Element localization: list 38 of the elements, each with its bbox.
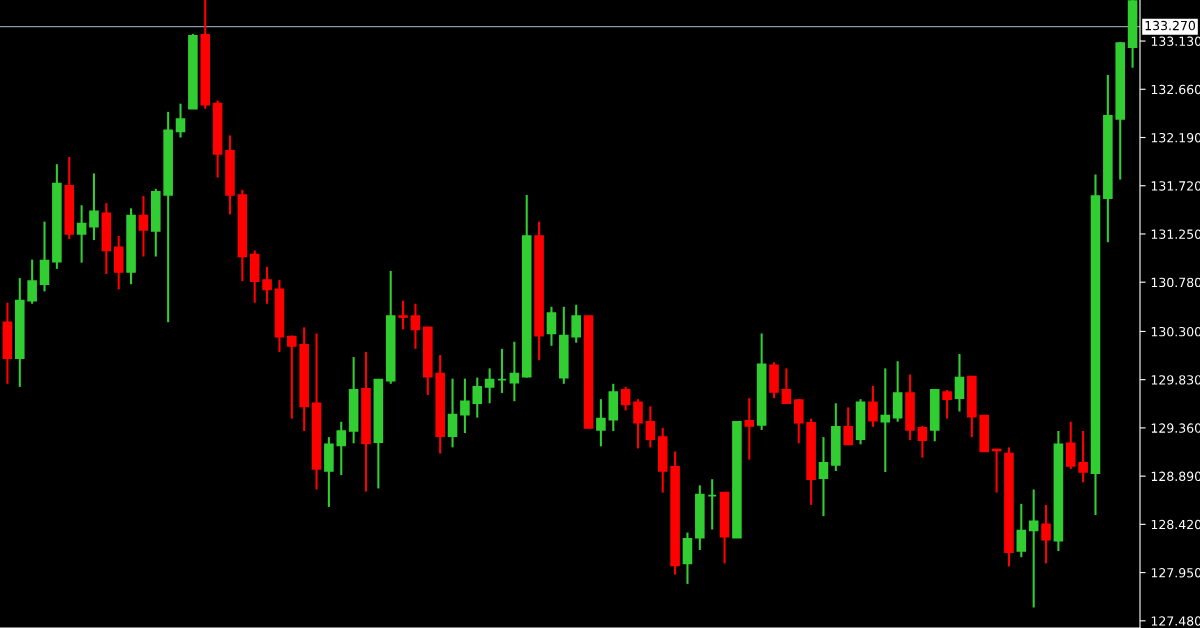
candlestick — [76, 204, 87, 264]
candlestick — [39, 220, 50, 293]
candlestick — [571, 303, 581, 344]
candlestick — [942, 388, 952, 420]
candlestick — [398, 299, 408, 331]
candlestick — [1028, 488, 1039, 609]
candlestick — [793, 398, 804, 445]
candlestick — [336, 420, 347, 477]
candlestick — [472, 376, 483, 419]
candlestick — [954, 352, 965, 413]
ref-line-label: 133.270 — [1145, 20, 1196, 31]
candlestick — [744, 397, 755, 461]
candlestick — [917, 424, 928, 459]
candlestick — [27, 258, 37, 305]
candlestick — [460, 377, 470, 435]
candlestick — [818, 436, 829, 518]
candlestick — [1016, 502, 1027, 559]
candlestick — [287, 334, 297, 420]
candlestick — [509, 340, 520, 403]
candlestick — [447, 377, 458, 449]
candlestick — [138, 194, 149, 258]
candlestick — [868, 384, 878, 428]
candlestick — [596, 398, 606, 448]
candlestick — [410, 302, 421, 350]
candlestick — [620, 385, 631, 412]
candlestick — [1041, 503, 1051, 565]
candlestick — [262, 265, 272, 305]
candlestick — [1078, 429, 1088, 484]
candlestick — [484, 367, 495, 405]
candlestick — [880, 367, 891, 474]
candlestick — [89, 172, 99, 242]
candlestick — [1065, 420, 1076, 470]
candlestick — [843, 406, 853, 446]
candlestick — [546, 305, 557, 347]
candlestick — [781, 367, 792, 405]
candlestick — [645, 405, 656, 449]
candlestick — [633, 398, 643, 450]
candlestick — [175, 102, 186, 139]
